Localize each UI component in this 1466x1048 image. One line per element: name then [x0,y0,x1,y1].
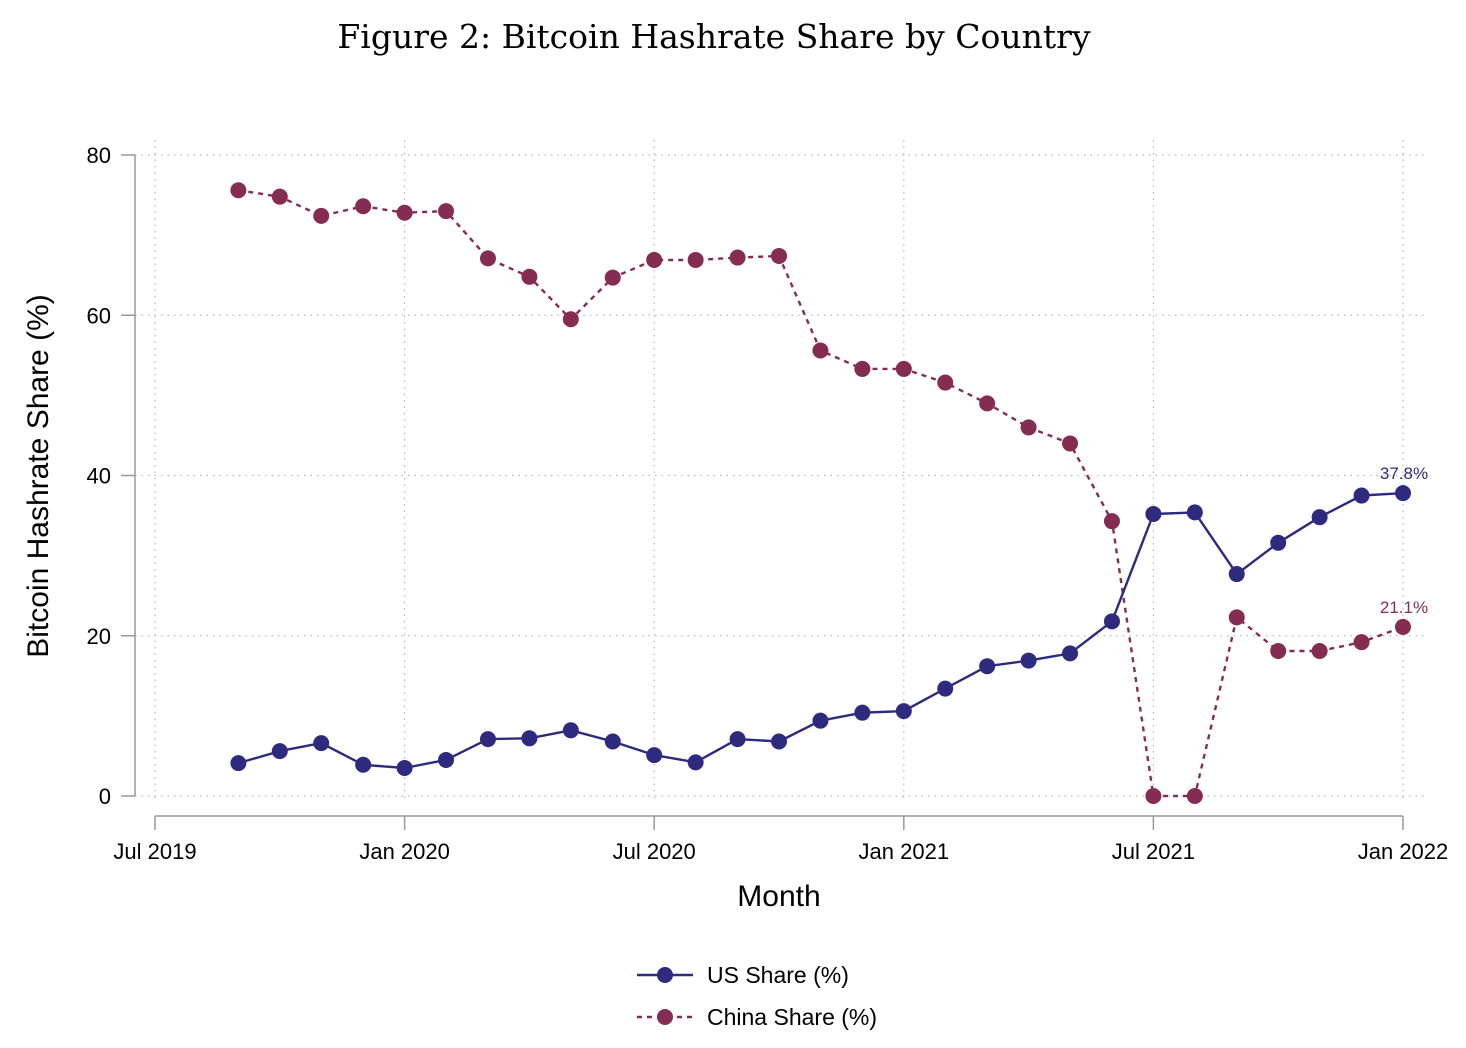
data-point-us [1062,645,1079,662]
data-point-us [1228,566,1245,583]
data-point-us [771,733,787,750]
data-point-china [1145,788,1162,804]
data-point-us [604,733,621,750]
x-axis-title: Month [737,880,820,913]
data-point-china [521,268,538,285]
data-point-china [895,360,912,377]
data-point-china [1062,435,1079,452]
data-point-china [1186,788,1203,804]
end-value-label-china: 21.1% [1380,598,1428,617]
x-axis-ticks: Jul 2019 Jan 2020 Jul 2020 Jan 2021 Jul 2021… [113,816,1448,864]
data-point-china [1103,513,1120,530]
data-point-china [271,188,288,205]
x-tick-label: Jul 2021 [1112,839,1195,864]
y-tick-label: 60 [87,303,111,328]
data-point-us [937,680,954,697]
data-point-us [313,735,330,752]
y-tick-label: 80 [87,143,111,168]
x-tick-label: Jan 2022 [1358,839,1449,864]
data-point-china [979,395,996,412]
data-point-us [521,730,538,747]
legend: US Share (%) China Share (%) [637,962,877,1030]
data-point-china [1353,634,1370,651]
data-point-china [771,247,787,264]
data-point-us [479,731,496,748]
data-point-china [1270,642,1287,659]
x-tick-label: Jul 2019 [113,839,196,864]
series-line-china [238,189,1404,798]
data-point-china [479,250,496,267]
data-point-us [1103,613,1120,630]
data-point-us [230,755,247,772]
data-point-china [313,207,330,224]
data-point-china [438,203,455,220]
data-point-china [396,204,413,221]
data-point-us [1020,652,1037,669]
chart-title: Figure 2: Bitcoin Hashrate Share by Coun… [337,17,1091,56]
data-point-us [854,704,871,721]
legend-swatch-marker-us [657,967,673,983]
y-tick-label: 0 [99,784,111,809]
data-point-us [1186,504,1203,521]
x-tick-label: Jan 2020 [359,839,450,864]
end-value-label-us: 37.8% [1380,464,1428,483]
series-us: 37.8% [230,464,1428,776]
x-tick-label: Jan 2021 [859,839,950,864]
data-point-china [355,198,372,215]
legend-item-us: US Share (%) [637,962,849,988]
y-axis-title: Bitcoin Hashrate Share (%) [22,294,55,658]
data-point-china [812,342,829,359]
data-point-us [1395,485,1411,502]
data-point-china [1228,609,1245,626]
legend-swatch-marker-china [657,1009,673,1025]
series-china: 21.1% [230,182,1428,804]
data-point-us [687,754,704,771]
data-point-us [646,747,663,764]
data-point-china [1311,642,1328,659]
data-point-china [1020,419,1037,436]
data-point-us [812,712,829,729]
data-point-us [1311,509,1328,526]
legend-label-china: China Share (%) [707,1004,877,1030]
data-point-us [979,658,996,675]
data-point-us [1270,534,1287,551]
data-point-us [895,703,912,720]
data-point-china [854,360,871,377]
data-point-china [646,251,663,268]
data-point-us [1353,487,1370,504]
data-point-china [230,182,247,199]
legend-item-china: China Share (%) [637,1004,877,1030]
data-point-us [271,743,288,760]
x-tick-label: Jul 2020 [613,839,696,864]
data-point-us [562,722,579,739]
y-tick-label: 20 [87,624,111,649]
data-point-us [729,731,746,748]
data-point-china [687,251,704,268]
y-axis-ticks: 0 20 40 60 80 [87,143,135,809]
y-tick-label: 40 [87,464,111,489]
data-point-us [355,756,372,773]
data-point-china [604,269,621,286]
series-layer: 21.1% 37.8% [230,182,1428,804]
data-point-china [937,374,954,391]
data-point-us [396,759,413,776]
data-point-china [562,311,579,328]
grid-lines [135,140,1428,803]
legend-label-us: US Share (%) [707,962,849,988]
data-point-china [1395,618,1411,635]
data-point-china [729,249,746,266]
data-point-us [438,751,455,768]
data-point-us [1145,505,1162,522]
